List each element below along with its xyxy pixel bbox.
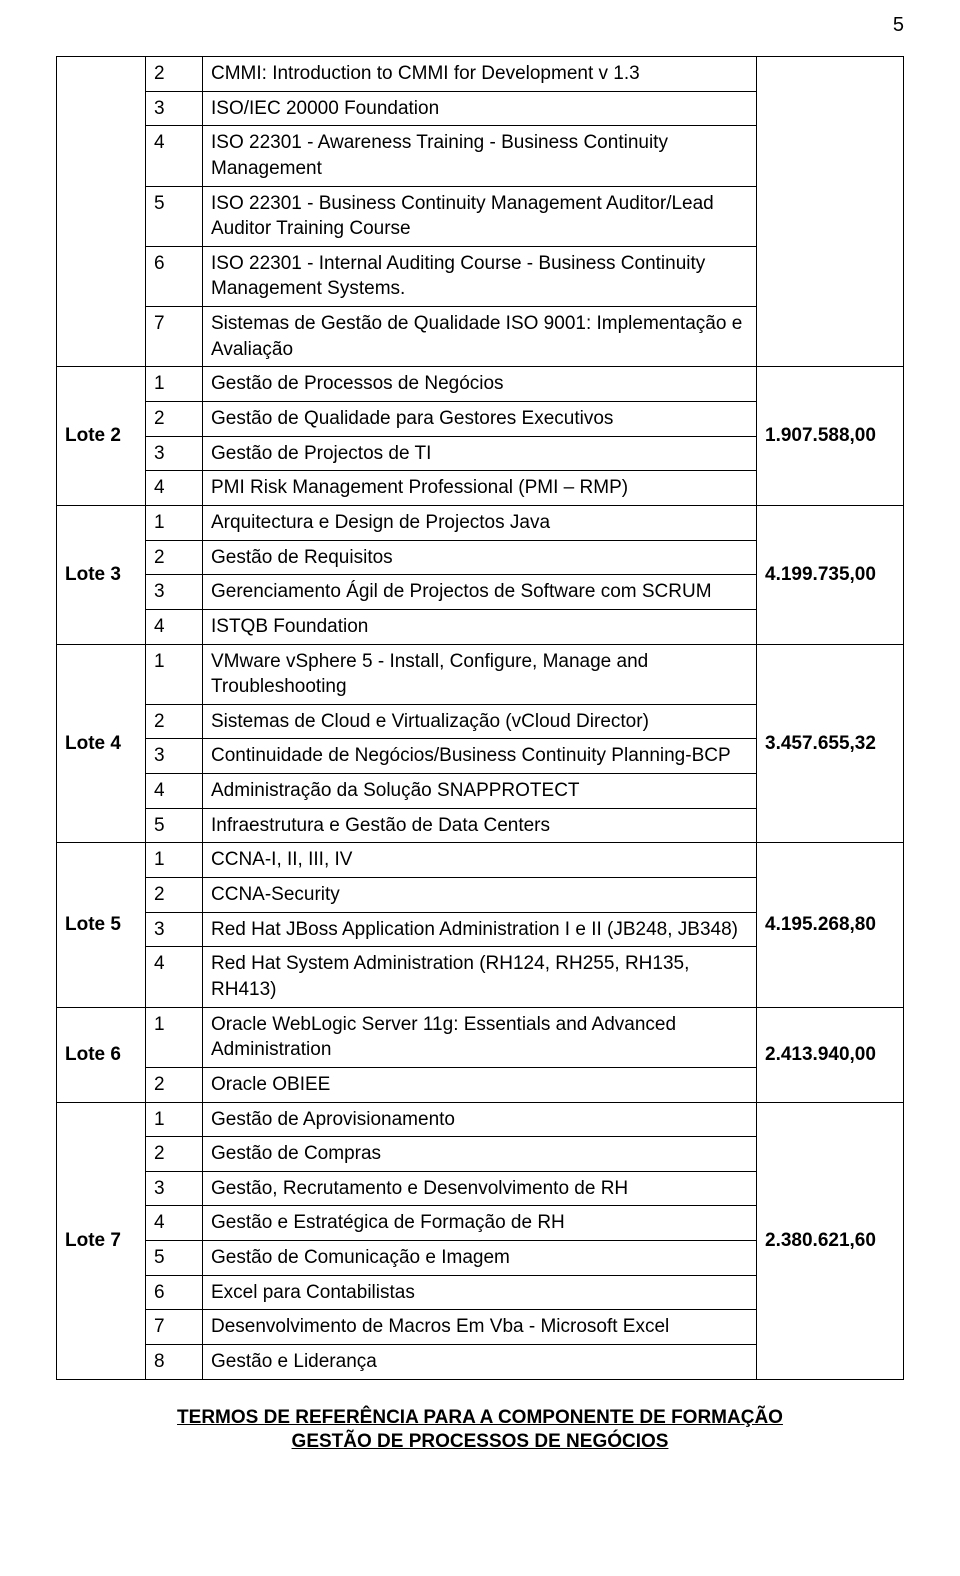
item-description: Gestão de Requisitos [203,540,757,575]
item-description: ISO 22301 - Internal Auditing Course - B… [203,246,757,306]
item-description: Sistemas de Cloud e Virtualização (vClou… [203,704,757,739]
item-description: ISTQB Foundation [203,609,757,644]
item-number: 3 [146,739,203,774]
item-description: Oracle WebLogic Server 11g: Essentials a… [203,1007,757,1067]
item-number: 4 [146,947,203,1007]
page-number: 5 [893,14,904,37]
item-description: VMware vSphere 5 - Install, Configure, M… [203,644,757,704]
item-number: 3 [146,91,203,126]
item-description: Gerenciamento Ágil de Projectos de Softw… [203,575,757,610]
item-number: 1 [146,505,203,540]
table-row: Lote 61Oracle WebLogic Server 11g: Essen… [57,1007,904,1067]
lote-price: 4.195.268,80 [757,843,904,1007]
lote-price: 4.199.735,00 [757,505,904,644]
item-number: 1 [146,1007,203,1067]
table-row: Lote 21Gestão de Processos de Negócios1.… [57,367,904,402]
footer-line-2: GESTÃO DE PROCESSOS DE NEGÓCIOS [56,1430,904,1455]
item-description: Gestão e Estratégica de Formação de RH [203,1206,757,1241]
lote-price: 3.457.655,32 [757,644,904,843]
item-description: CCNA-I, II, III, IV [203,843,757,878]
lote-label: Lote 6 [57,1007,146,1102]
lote-label: Lote 3 [57,505,146,644]
item-description: Sistemas de Gestão de Qualidade ISO 9001… [203,307,757,367]
item-number: 2 [146,704,203,739]
item-description: Oracle OBIEE [203,1067,757,1102]
item-number: 3 [146,912,203,947]
lote-price: 2.413.940,00 [757,1007,904,1102]
lote-label: Lote 5 [57,843,146,1007]
item-description: Continuidade de Negócios/Business Contin… [203,739,757,774]
item-number: 1 [146,843,203,878]
lote-price [757,57,904,367]
item-number: 2 [146,402,203,437]
item-number: 1 [146,367,203,402]
item-description: CMMI: Introduction to CMMI for Developme… [203,57,757,92]
lotes-table: 2CMMI: Introduction to CMMI for Developm… [56,56,904,1380]
item-number: 4 [146,609,203,644]
item-number: 2 [146,57,203,92]
item-description: Desenvolvimento de Macros Em Vba - Micro… [203,1310,757,1345]
item-description: Gestão de Comunicação e Imagem [203,1241,757,1276]
item-description: Gestão e Liderança [203,1344,757,1379]
table-row: Lote 51CCNA-I, II, III, IV4.195.268,80 [57,843,904,878]
item-number: 1 [146,1102,203,1137]
item-number: 4 [146,126,203,186]
item-number: 5 [146,1241,203,1276]
table-row: Lote 71Gestão de Aprovisionamento2.380.6… [57,1102,904,1137]
lote-price: 2.380.621,60 [757,1102,904,1379]
item-description: Red Hat JBoss Application Administration… [203,912,757,947]
lote-label: Lote 4 [57,644,146,843]
item-description: Arquitectura e Design de Projectos Java [203,505,757,540]
footer: TERMOS DE REFERÊNCIA PARA A COMPONENTE D… [56,1406,904,1455]
item-number: 4 [146,774,203,809]
item-number: 2 [146,878,203,913]
item-number: 6 [146,1275,203,1310]
lote-label: Lote 2 [57,367,146,506]
item-description: Infraestrutura e Gestão de Data Centers [203,808,757,843]
item-description: Administração da Solução SNAPPROTECT [203,774,757,809]
item-description: Gestão de Processos de Negócios [203,367,757,402]
item-description: CCNA-Security [203,878,757,913]
item-description: ISO 22301 - Awareness Training - Busines… [203,126,757,186]
table-row: Lote 31Arquitectura e Design de Projecto… [57,505,904,540]
item-number: 5 [146,186,203,246]
item-description: Excel para Contabilistas [203,1275,757,1310]
item-description: PMI Risk Management Professional (PMI – … [203,471,757,506]
item-number: 2 [146,1137,203,1172]
item-number: 7 [146,1310,203,1345]
footer-line-1: TERMOS DE REFERÊNCIA PARA A COMPONENTE D… [56,1406,904,1431]
lote-price: 1.907.588,00 [757,367,904,506]
item-description: ISO 22301 - Business Continuity Manageme… [203,186,757,246]
item-description: Gestão, Recrutamento e Desenvolvimento d… [203,1171,757,1206]
item-number: 2 [146,540,203,575]
table-row: Lote 41VMware vSphere 5 - Install, Confi… [57,644,904,704]
item-number: 1 [146,644,203,704]
item-number: 2 [146,1067,203,1102]
item-number: 3 [146,436,203,471]
item-number: 7 [146,307,203,367]
item-number: 3 [146,575,203,610]
item-description: Gestão de Qualidade para Gestores Execut… [203,402,757,437]
item-description: ISO/IEC 20000 Foundation [203,91,757,126]
item-description: Gestão de Projectos de TI [203,436,757,471]
item-number: 8 [146,1344,203,1379]
lote-label: Lote 7 [57,1102,146,1379]
table-row: 2CMMI: Introduction to CMMI for Developm… [57,57,904,92]
item-number: 4 [146,471,203,506]
item-description: Red Hat System Administration (RH124, RH… [203,947,757,1007]
item-number: 4 [146,1206,203,1241]
item-description: Gestão de Compras [203,1137,757,1172]
item-number: 6 [146,246,203,306]
lote-label [57,57,146,367]
item-number: 3 [146,1171,203,1206]
item-description: Gestão de Aprovisionamento [203,1102,757,1137]
item-number: 5 [146,808,203,843]
